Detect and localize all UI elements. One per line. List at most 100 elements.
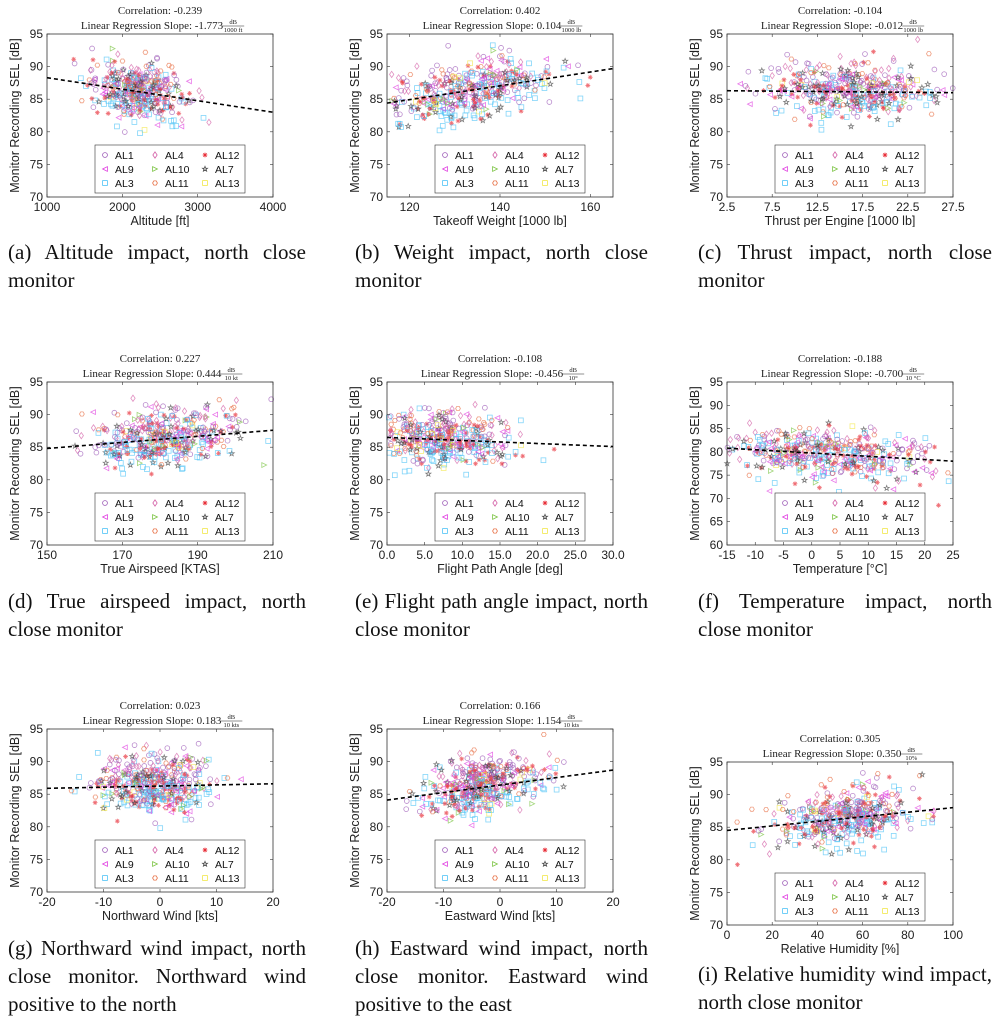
data-point xyxy=(466,449,472,455)
data-point xyxy=(873,814,881,822)
data-point xyxy=(800,429,808,437)
data-point xyxy=(496,758,502,765)
data-point xyxy=(856,832,862,838)
data-point xyxy=(486,66,493,73)
data-point xyxy=(885,105,892,112)
data-point xyxy=(181,407,188,415)
data-point xyxy=(395,95,402,101)
data-point xyxy=(897,798,903,804)
data-point xyxy=(848,59,854,68)
data-point xyxy=(426,111,431,117)
data-point xyxy=(749,806,755,812)
data-point xyxy=(178,123,185,130)
data-point xyxy=(890,486,897,493)
legend-label-al7: AL7 xyxy=(555,859,574,871)
data-point xyxy=(179,797,185,803)
data-point xyxy=(435,411,443,419)
data-point xyxy=(492,101,498,108)
data-point xyxy=(765,438,772,445)
data-point xyxy=(433,433,439,439)
data-point xyxy=(146,111,152,118)
data-point xyxy=(466,459,473,465)
data-point xyxy=(489,431,495,440)
data-point xyxy=(494,800,501,807)
data-point xyxy=(118,69,124,78)
legend-label-al1: AL1 xyxy=(115,150,134,162)
data-point xyxy=(866,101,872,110)
data-point xyxy=(407,72,414,77)
data-point xyxy=(491,446,497,455)
data-point xyxy=(818,69,827,77)
data-point xyxy=(397,111,403,118)
data-point xyxy=(500,771,506,777)
y-tick-label: 70 xyxy=(710,190,724,204)
data-point xyxy=(794,73,800,79)
data-point xyxy=(855,784,862,791)
data-point xyxy=(420,779,428,787)
data-point xyxy=(889,791,895,797)
data-point xyxy=(152,429,159,435)
data-point xyxy=(883,81,890,87)
data-point xyxy=(399,78,405,84)
data-point xyxy=(420,112,426,118)
scatter-points xyxy=(71,45,212,136)
legend-marker-al13 xyxy=(882,908,888,914)
data-point xyxy=(482,404,488,411)
legend-marker-al9 xyxy=(781,893,788,901)
data-point xyxy=(397,430,404,436)
data-point xyxy=(92,97,98,104)
data-point xyxy=(92,800,98,806)
data-point xyxy=(513,452,518,458)
legend-label-al11: AL11 xyxy=(505,178,529,190)
data-point xyxy=(95,430,102,436)
data-point xyxy=(233,424,240,430)
data-point xyxy=(469,427,476,433)
data-point xyxy=(408,789,416,797)
data-point xyxy=(458,455,465,461)
data-point xyxy=(823,827,830,835)
data-point xyxy=(564,63,571,70)
data-point xyxy=(818,126,825,133)
data-point xyxy=(128,112,134,118)
data-point xyxy=(514,754,520,760)
data-point xyxy=(818,442,824,447)
legend-box xyxy=(94,144,246,194)
data-point xyxy=(506,759,513,765)
chart-title-correlation: Correlation: 0.227 xyxy=(120,353,201,365)
data-point xyxy=(136,111,143,120)
data-point xyxy=(538,73,545,79)
data-point xyxy=(408,405,414,414)
data-point xyxy=(401,98,407,105)
data-point xyxy=(463,760,470,767)
data-point xyxy=(138,436,144,442)
y-tick-label: 95 xyxy=(370,27,384,41)
data-point xyxy=(137,798,143,804)
data-point xyxy=(887,452,892,458)
x-tick-label: -10 xyxy=(747,548,765,562)
x-tick-label: -10 xyxy=(95,895,113,909)
plot-area-frame xyxy=(46,381,274,546)
data-point xyxy=(155,114,162,121)
data-point xyxy=(105,111,111,116)
data-point xyxy=(507,56,514,62)
data-point xyxy=(896,104,902,112)
data-point xyxy=(191,410,197,416)
data-point xyxy=(150,762,156,770)
data-point xyxy=(477,57,484,64)
data-point xyxy=(119,96,126,103)
data-point xyxy=(90,424,97,432)
data-point xyxy=(224,775,231,781)
data-point xyxy=(880,104,886,110)
data-point xyxy=(791,87,798,93)
data-point xyxy=(735,434,742,442)
data-point xyxy=(160,443,167,450)
data-point xyxy=(478,116,484,122)
data-point xyxy=(538,768,544,777)
y-axis-label: Monitor Recording SEL [dB] xyxy=(8,386,22,540)
data-point xyxy=(463,411,470,418)
data-point xyxy=(530,763,535,769)
data-point xyxy=(871,104,877,110)
